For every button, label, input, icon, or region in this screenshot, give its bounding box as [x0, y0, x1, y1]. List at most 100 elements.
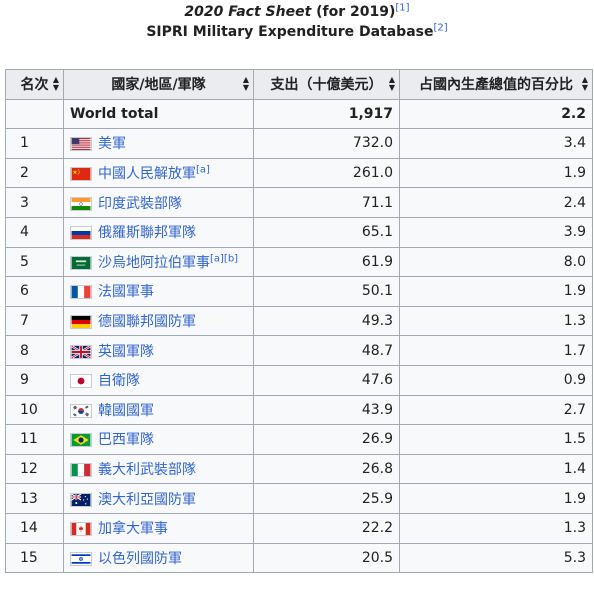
rank-cell: 3 [5, 187, 64, 218]
sort-header-spending[interactable]: 支出（十億美元） ▲ ▼ [253, 69, 400, 100]
header-label: 國家/地區/軍隊 [111, 77, 206, 94]
table-row: 13 澳大利亞國防軍 25.9 1.9 [5, 483, 593, 514]
gdp-cell: 1.9 [399, 157, 593, 189]
spending-cell: 261.0 [253, 157, 400, 189]
spending-cell: 1,917 [253, 98, 400, 130]
table-row: 10 韓國國軍 43.9 2.7 [5, 394, 593, 426]
ref-2-link[interactable]: [2] [433, 22, 448, 34]
canada-flag-icon[interactable] [70, 522, 92, 537]
spending-cell: 49.3 [253, 305, 400, 337]
gdp-cell: 1.4 [399, 453, 593, 485]
country-link[interactable]: 印度武裝部隊 [98, 195, 182, 212]
rank-cell: 4 [5, 216, 64, 248]
spending-cell: 20.5 [253, 542, 400, 574]
spending-cell: 61.9 [253, 246, 400, 278]
south-korea-flag-icon[interactable] [70, 403, 92, 418]
rank-cell: 8 [5, 335, 64, 366]
country-link[interactable]: 法國軍事 [98, 284, 154, 301]
germany-flag-icon[interactable] [70, 315, 92, 330]
rank-cell: 6 [5, 276, 64, 307]
country-link[interactable]: 自衛隊 [98, 373, 140, 390]
country-cell: 澳大利亞國防軍 [63, 483, 254, 514]
australia-flag-icon[interactable] [70, 492, 92, 507]
sort-header-country[interactable]: 國家/地區/軍隊 ▲ ▼ [63, 69, 254, 100]
gdp-cell: 1.5 [399, 424, 593, 455]
header-label: 名次 [20, 77, 49, 94]
table-row: 14 加拿大軍事 22.2 1.3 [5, 512, 593, 544]
header-label: 占國內生產總值的百分比 [419, 77, 573, 94]
spending-cell: 25.9 [253, 483, 400, 514]
japan-flag-icon[interactable] [70, 374, 92, 389]
country-link[interactable]: 沙烏地阿拉伯軍事 [98, 254, 210, 271]
rank-cell: 5 [5, 246, 64, 278]
header-label: 支出（十億美元） [270, 77, 383, 94]
table-caption: 2020 Fact Sheet (for 2019)[1] SIPRI Mili… [0, 0, 594, 45]
sort-arrows-icon[interactable]: ▲ ▼ [388, 75, 395, 93]
france-flag-icon[interactable] [70, 285, 92, 300]
gdp-cell: 1.3 [399, 512, 593, 544]
country-link[interactable]: 加拿大軍事 [98, 521, 168, 538]
china-flag-icon[interactable] [70, 167, 92, 182]
table-row: 7 德國聯邦國防軍 49.3 1.3 [5, 305, 593, 337]
india-flag-icon[interactable] [70, 196, 92, 211]
spending-cell: 26.8 [253, 453, 400, 485]
country-cell: 自衛隊 [63, 364, 254, 396]
gdp-cell: 1.7 [399, 335, 593, 366]
fact-sheet-title: 2020 Fact Sheet [184, 4, 312, 20]
country-cell: 以色列國防軍 [63, 542, 254, 574]
us-flag-icon[interactable] [70, 137, 92, 152]
spending-cell: 26.9 [253, 424, 400, 455]
country-cell: 印度武裝部隊 [63, 187, 254, 218]
spending-cell: 71.1 [253, 187, 400, 218]
gdp-cell: 1.9 [399, 483, 593, 514]
table-row: 2 中國人民解放軍[a] 261.0 1.9 [5, 157, 593, 189]
table-row: 1 美軍 732.0 3.4 [5, 128, 593, 159]
table-row: 8 英國軍隊 48.7 1.7 [5, 335, 593, 366]
sort-arrows-icon[interactable]: ▲ ▼ [581, 75, 588, 93]
uk-flag-icon[interactable] [70, 344, 92, 359]
country-link[interactable]: 美軍 [98, 136, 126, 153]
sort-arrows-icon[interactable]: ▲ ▼ [52, 75, 59, 93]
country-link[interactable]: 義大利武裝部隊 [98, 462, 196, 479]
spending-cell: 65.1 [253, 216, 400, 248]
gdp-cell: 8.0 [399, 246, 593, 278]
italy-flag-icon[interactable] [70, 463, 92, 478]
country-cell: 中國人民解放軍[a] [63, 157, 254, 189]
rank-cell: 13 [5, 483, 64, 514]
spending-cell: 48.7 [253, 335, 400, 366]
gdp-cell: 1.3 [399, 305, 593, 337]
rank-cell [5, 98, 64, 130]
country-cell: 德國聯邦國防軍 [63, 305, 254, 337]
rank-cell: 14 [5, 512, 64, 544]
gdp-cell: 2.7 [399, 394, 593, 426]
country-link[interactable]: 巴西軍隊 [98, 432, 154, 449]
gdp-cell: 2.2 [399, 98, 593, 130]
table-row: 11 巴西軍隊 26.9 1.5 [5, 424, 593, 455]
russia-flag-icon[interactable] [70, 226, 92, 241]
country-link[interactable]: 德國聯邦國防軍 [98, 314, 196, 331]
spending-cell: 43.9 [253, 394, 400, 426]
brazil-flag-icon[interactable] [70, 433, 92, 448]
rank-cell: 11 [5, 424, 64, 455]
spending-cell: 22.2 [253, 512, 400, 544]
caption-database: SIPRI Military Expenditure Database [146, 24, 434, 40]
note-link[interactable]: [a] [196, 164, 210, 176]
country-link[interactable]: 中國人民解放軍 [98, 166, 196, 183]
sort-header-gdp[interactable]: 占國內生產總值的百分比 ▲ ▼ [399, 69, 593, 100]
country-link[interactable]: 英國軍隊 [98, 343, 154, 360]
country-link[interactable]: 以色列國防軍 [98, 550, 182, 567]
ref-1-link[interactable]: [1] [395, 2, 410, 14]
caption-year: (for 2019) [311, 4, 396, 20]
spending-cell: 47.6 [253, 364, 400, 396]
country-link[interactable]: 韓國國軍 [98, 402, 154, 419]
israel-flag-icon[interactable] [70, 551, 92, 566]
sort-header-rank[interactable]: 名次 ▲ ▼ [5, 69, 64, 100]
note-link[interactable]: [a][b] [210, 253, 239, 265]
table-row: 12 義大利武裝部隊 26.8 1.4 [5, 453, 593, 485]
gdp-cell: 0.9 [399, 364, 593, 396]
rank-cell: 12 [5, 453, 64, 485]
country-link[interactable]: 俄羅斯聯邦軍隊 [98, 225, 196, 242]
saudi-arabia-flag-icon[interactable] [70, 255, 92, 270]
sort-arrows-icon[interactable]: ▲ ▼ [242, 75, 249, 93]
country-link[interactable]: 澳大利亞國防軍 [98, 491, 196, 508]
